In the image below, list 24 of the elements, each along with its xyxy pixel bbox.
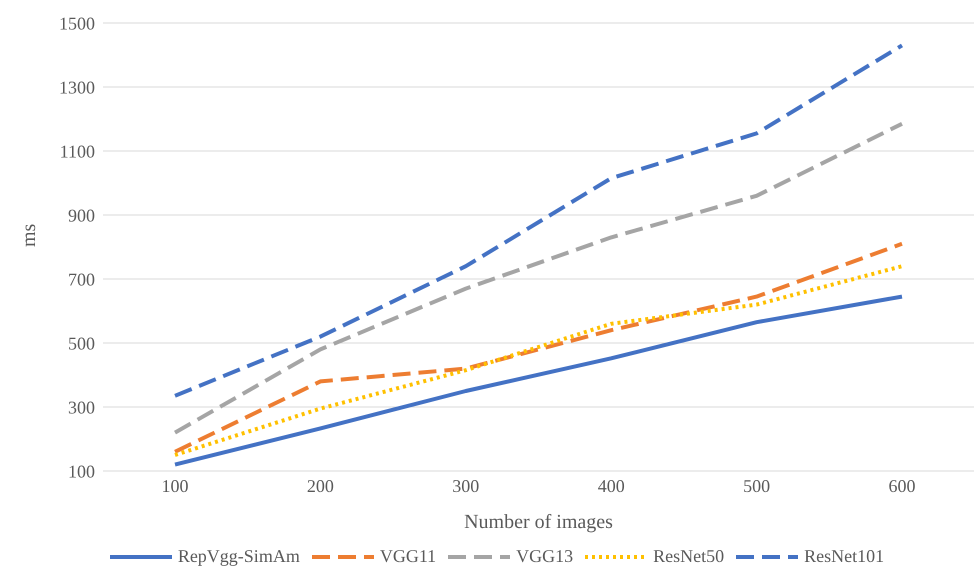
- legend-label: ResNet101: [804, 546, 884, 567]
- legend-label: RepVgg-SimAm: [178, 546, 300, 567]
- y-tick-label: 1300: [59, 77, 95, 98]
- y-tick-label: 900: [68, 205, 95, 226]
- legend-label: VGG11: [380, 546, 436, 567]
- legend-label: ResNet50: [653, 546, 724, 567]
- line-series: [173, 294, 904, 467]
- y-tick-label: 1100: [60, 141, 95, 162]
- line-series: [173, 122, 904, 435]
- x-axis-title: Number of images: [464, 511, 614, 533]
- line-series: [173, 43, 904, 398]
- y-axis-title: ms: [18, 223, 40, 247]
- x-tick-label: 500: [743, 476, 770, 496]
- x-tick-label: 600: [888, 476, 916, 496]
- y-tick-label: 500: [68, 333, 95, 354]
- y-tick-label: 100: [68, 461, 95, 482]
- x-tick-label: 400: [598, 476, 625, 496]
- y-tick-label: 700: [68, 269, 95, 290]
- y-tick-label: 300: [68, 397, 95, 418]
- x-tick-label: 100: [162, 476, 188, 496]
- x-tick-label: 300: [452, 476, 480, 496]
- x-tick-label: 200: [306, 476, 334, 496]
- y-tick-label: 1500: [59, 13, 95, 34]
- legend-label: VGG13: [516, 546, 574, 567]
